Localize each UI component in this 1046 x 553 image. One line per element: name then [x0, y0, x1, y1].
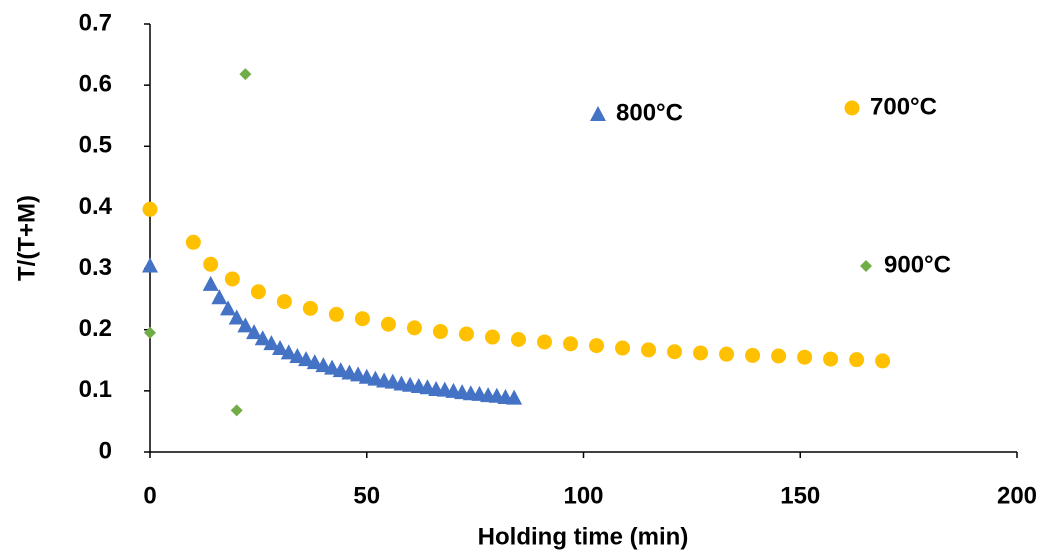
- point: [276, 294, 292, 310]
- point: [797, 349, 813, 365]
- x-axis-label: Holding time (min): [478, 523, 689, 550]
- point: [203, 256, 219, 272]
- legend-marker: [590, 106, 606, 121]
- point: [250, 284, 266, 300]
- point: [239, 68, 252, 81]
- point: [224, 271, 240, 287]
- point: [228, 309, 245, 325]
- y-tick-label: 0.7: [79, 9, 112, 36]
- y-tick-label: 0.5: [79, 132, 112, 159]
- point: [246, 324, 263, 340]
- point: [220, 300, 237, 316]
- point: [771, 348, 787, 364]
- point: [745, 347, 761, 363]
- point: [432, 324, 448, 340]
- point: [354, 311, 370, 327]
- point: [693, 345, 709, 361]
- point: [615, 340, 631, 356]
- point: [254, 330, 271, 346]
- point: [506, 389, 523, 405]
- point: [484, 329, 500, 345]
- point: [641, 342, 657, 358]
- y-axis-label: T/(T+M): [13, 195, 40, 281]
- legend-marker: [844, 100, 860, 116]
- point: [380, 316, 396, 332]
- point: [589, 338, 605, 354]
- x-tick-label: 100: [563, 482, 603, 509]
- point: [667, 344, 683, 360]
- point: [719, 346, 735, 362]
- point: [272, 340, 289, 356]
- y-tick-label: 0.4: [79, 193, 113, 220]
- y-tick-label: 0.1: [79, 376, 112, 403]
- point: [280, 344, 297, 360]
- legend-label: 700°C: [870, 93, 937, 120]
- y-tick-label: 0: [99, 437, 112, 464]
- point: [263, 335, 280, 351]
- point: [562, 336, 578, 352]
- point: [875, 353, 891, 369]
- point: [510, 331, 526, 347]
- point: [458, 326, 474, 342]
- point: [142, 201, 158, 217]
- point: [202, 275, 219, 291]
- point: [328, 306, 344, 322]
- point: [144, 326, 156, 339]
- legend-marker: [860, 260, 872, 272]
- x-tick-label: 50: [353, 482, 380, 509]
- point: [306, 354, 323, 370]
- y-tick-label: 0.3: [79, 254, 112, 281]
- point: [406, 320, 422, 336]
- y-tick-label: 0.2: [79, 315, 112, 342]
- point: [185, 234, 201, 250]
- x-tick-label: 150: [780, 482, 820, 509]
- x-tick-label: 200: [997, 482, 1037, 509]
- x-tick-label: 0: [143, 482, 156, 509]
- point: [298, 351, 315, 367]
- point: [823, 351, 839, 367]
- point: [230, 404, 243, 417]
- point: [289, 348, 306, 364]
- legend-label: 900°C: [884, 251, 951, 278]
- point: [211, 289, 228, 305]
- point: [536, 334, 552, 350]
- point: [849, 352, 865, 368]
- point: [237, 317, 254, 333]
- y-tick-label: 0.6: [79, 70, 112, 97]
- point: [142, 257, 158, 273]
- point: [302, 300, 318, 316]
- legend-label: 800°C: [616, 99, 683, 126]
